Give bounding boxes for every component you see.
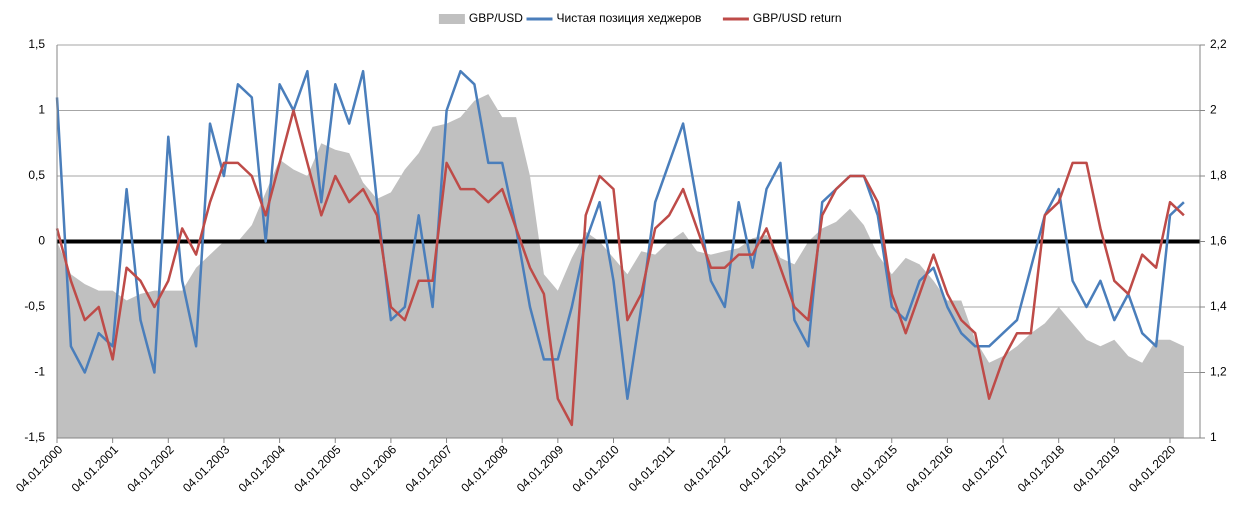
x-tick-label: 04.01.2003 — [180, 442, 233, 495]
x-tick-label: 04.01.2019 — [1070, 442, 1123, 495]
x-tick-label: 04.01.2014 — [792, 442, 845, 495]
x-tick-label: 04.01.2013 — [736, 442, 789, 495]
y-tick-label: 0,5 — [28, 168, 45, 182]
x-tick-label: 04.01.2004 — [236, 442, 289, 495]
y-tick-label: -0,5 — [24, 299, 45, 313]
y-tick-label: -1 — [34, 365, 45, 379]
y-tick-label: -1,5 — [24, 430, 45, 444]
y-tick-label: 1,5 — [28, 37, 45, 51]
x-tick-label: 04.01.2016 — [903, 442, 956, 495]
x-tick-label: 04.01.2009 — [514, 442, 567, 495]
legend-label: GBP/USD return — [753, 11, 842, 25]
y-tick-label: 1 — [38, 103, 45, 117]
y2-tick-label: 2 — [1210, 103, 1217, 117]
x-tick-label: 04.01.2008 — [458, 442, 511, 495]
legend-swatch — [438, 14, 465, 24]
y-tick-label: 0 — [38, 234, 45, 248]
x-tick-label: 04.01.2015 — [848, 442, 901, 495]
x-tick-label: 04.01.2017 — [959, 442, 1012, 495]
x-tick-label: 04.01.2007 — [403, 442, 456, 495]
x-tick-label: 04.01.2012 — [681, 442, 734, 495]
line — [55, 69, 1185, 400]
legend-label: GBP/USD — [469, 11, 523, 25]
series — [55, 69, 1200, 438]
x-tick-label: 04.01.2011 — [626, 442, 678, 494]
x-tick-label: 04.01.2005 — [291, 442, 344, 495]
x-tick-label: 04.01.2001 — [69, 442, 122, 495]
x-tick-label: 04.01.2020 — [1126, 442, 1179, 495]
x-tick-label: 04.01.2010 — [569, 442, 622, 495]
line — [55, 109, 1185, 427]
x-tick-label: 04.01.2000 — [13, 442, 66, 495]
x-tick-label: 04.01.2018 — [1015, 442, 1068, 495]
y2-tick-label: 1,6 — [1210, 234, 1227, 248]
legend-label: Чистая позиция хеджеров — [557, 11, 702, 25]
y2-tick-label: 1,4 — [1210, 299, 1227, 313]
x-tick-label: 04.01.2002 — [124, 442, 177, 495]
y2-tick-label: 1,2 — [1210, 365, 1227, 379]
y2-tick-label: 2,2 — [1210, 37, 1227, 51]
x-tick-label: 04.01.2006 — [347, 442, 400, 495]
y2-tick-label: 1 — [1210, 430, 1217, 444]
y2-tick-label: 1,8 — [1210, 168, 1227, 182]
